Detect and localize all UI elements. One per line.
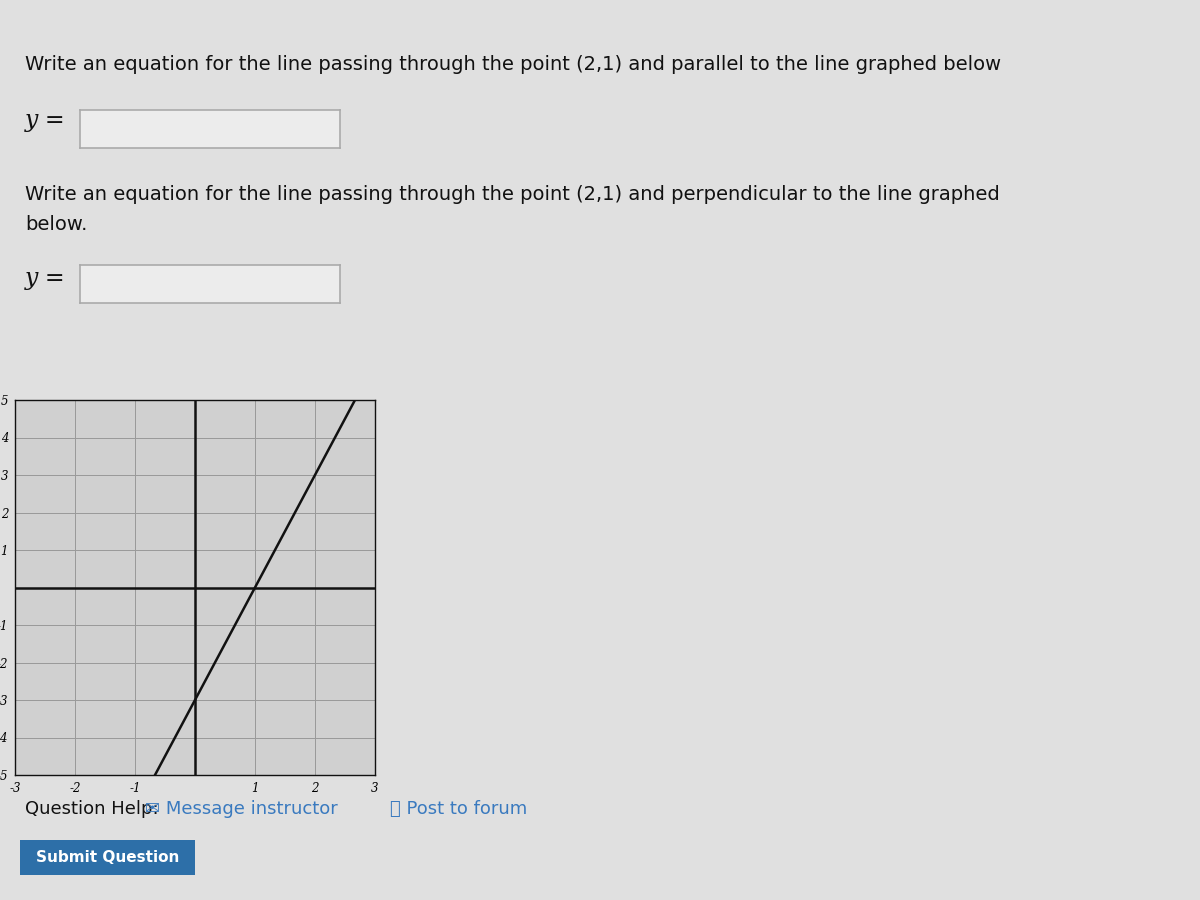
Text: Question Help:: Question Help: [25, 800, 164, 818]
Text: y =: y = [25, 266, 66, 290]
Text: below.: below. [25, 215, 88, 234]
Text: ⎘ Post to forum: ⎘ Post to forum [390, 800, 527, 818]
Text: Submit Question: Submit Question [36, 850, 179, 865]
Text: y =: y = [25, 109, 66, 131]
Text: Write an equation for the line passing through the point (2,1) and perpendicular: Write an equation for the line passing t… [25, 185, 1000, 204]
Text: ✉ Message instructor: ✉ Message instructor [145, 800, 337, 818]
Text: Write an equation for the line passing through the point (2,1) and parallel to t: Write an equation for the line passing t… [25, 55, 1001, 74]
